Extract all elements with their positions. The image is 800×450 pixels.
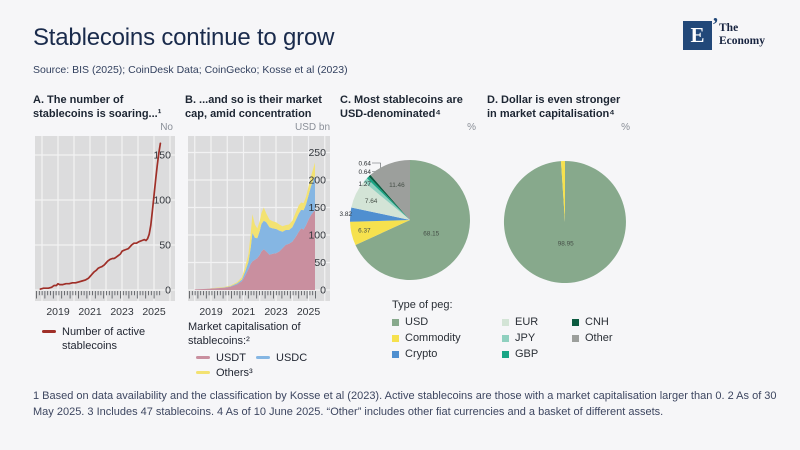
others-line-swatch [196, 371, 210, 374]
usdt-line-swatch [196, 356, 210, 359]
panel-c-pie-chart: 68.15 6.37 3.82 7.64 1.27 0.64 0.64 11.46 [335, 140, 481, 292]
peg-item-gbp: GBP [502, 346, 557, 362]
svg-text:100: 100 [153, 195, 171, 207]
svg-text:2025: 2025 [142, 306, 166, 318]
peg-item-crypto: Crypto [392, 346, 502, 362]
source-line: Source: BIS (2025); CoinDesk Data; CoinG… [33, 64, 348, 76]
panel-a-line-chart: 0 50 100 150 2019 2021 2023 2025 [35, 136, 175, 322]
usd-swatch [392, 318, 399, 326]
usdc-line-swatch [256, 356, 270, 359]
svg-text:3.82: 3.82 [340, 211, 353, 218]
svg-text:2023: 2023 [110, 306, 134, 318]
svg-text:2021: 2021 [232, 306, 256, 318]
peg-item-commodity: Commodity [392, 330, 502, 346]
legend-item-others: Others³ [196, 366, 253, 380]
svg-text:2021: 2021 [78, 306, 102, 318]
panel-c-unit: % [467, 122, 476, 133]
legend-b-title-line2: stablecoins:² [188, 335, 250, 347]
peg-item-cnh: CNH [572, 314, 613, 330]
svg-text:250: 250 [308, 147, 326, 159]
legend-b-title-line1: Market capitalisation of [188, 321, 301, 333]
svg-text:2019: 2019 [199, 306, 223, 318]
svg-text:0: 0 [165, 285, 171, 297]
svg-text:6.37: 6.37 [358, 228, 371, 235]
legend-item-usdc: USDC [256, 351, 307, 365]
logo-name: The Economy [719, 22, 765, 48]
svg-text:11.46: 11.46 [389, 182, 405, 189]
svg-text:50: 50 [314, 257, 326, 269]
panel-d-unit: % [621, 122, 630, 133]
jpy-swatch [502, 334, 509, 342]
svg-text:0.64: 0.64 [359, 169, 372, 176]
panel-b-legend: Market capitalisation of stablecoins:² U… [188, 320, 307, 380]
panel-b-unit: USD bn [294, 122, 330, 133]
logo-mark: E [683, 21, 712, 50]
legend-item-usdt: USDT [196, 351, 256, 365]
svg-text:0.64: 0.64 [359, 161, 372, 168]
legend-a-label-line2: stablecoins [62, 340, 118, 352]
red-line-swatch [42, 330, 56, 333]
eur-swatch [502, 318, 509, 326]
svg-text:150: 150 [308, 202, 326, 214]
logo-apostrophe-icon: ’ [712, 14, 719, 36]
svg-text:150: 150 [153, 150, 171, 162]
crypto-swatch [392, 350, 399, 358]
svg-text:7.64: 7.64 [365, 198, 378, 205]
other-swatch [572, 334, 579, 342]
peg-item-jpy: JPY [502, 330, 557, 346]
svg-text:1.27: 1.27 [359, 181, 372, 188]
svg-text:68.15: 68.15 [423, 231, 439, 238]
footnote: 1 Based on data availability and the cla… [33, 390, 777, 418]
peg-item-eur: EUR [502, 314, 557, 330]
the-economy-logo: E ’ The Economy [683, 14, 793, 55]
panel-a-legend: Number of active stablecoins [42, 325, 145, 353]
panel-a-title: A. The number of stablecoins is soaring.… [33, 94, 162, 120]
peg-item-usd: USD [392, 314, 502, 330]
svg-text:2019: 2019 [46, 306, 70, 318]
panel-d-title: D. Dollar is even stronger in market cap… [487, 94, 621, 120]
svg-text:100: 100 [308, 230, 326, 242]
commodity-swatch [392, 334, 399, 342]
svg-text:2025: 2025 [297, 306, 321, 318]
logo-name-line2: Economy [719, 35, 765, 47]
svg-text:2023: 2023 [264, 306, 288, 318]
svg-text:50: 50 [159, 240, 171, 252]
gbp-swatch [502, 350, 509, 358]
panel-a-unit: No [160, 122, 173, 133]
panel-c-title: C. Most stablecoins are USD-denominated⁴ [340, 94, 463, 120]
peg-item-other: Other [572, 330, 613, 346]
panel-b-area-chart: 0 50 100 150 200 250 2019 2021 2023 2025 [188, 136, 330, 322]
legend-a-label-line1: Number of active [62, 326, 146, 338]
logo-name-line1: The [719, 22, 739, 34]
peg-legend-title: Type of peg: [392, 299, 453, 311]
cnh-swatch [572, 318, 579, 326]
svg-text:200: 200 [308, 175, 326, 187]
page-title: Stablecoins continue to grow [33, 24, 335, 51]
peg-legend: Type of peg: USD Commodity Crypto EUR JP… [392, 299, 613, 362]
panel-b-title: B. ...and so is their market cap, amid c… [185, 94, 322, 120]
svg-text:98.95: 98.95 [558, 240, 574, 247]
svg-text:0: 0 [320, 285, 326, 297]
panel-d-pie-chart: 98.95 [487, 140, 643, 292]
